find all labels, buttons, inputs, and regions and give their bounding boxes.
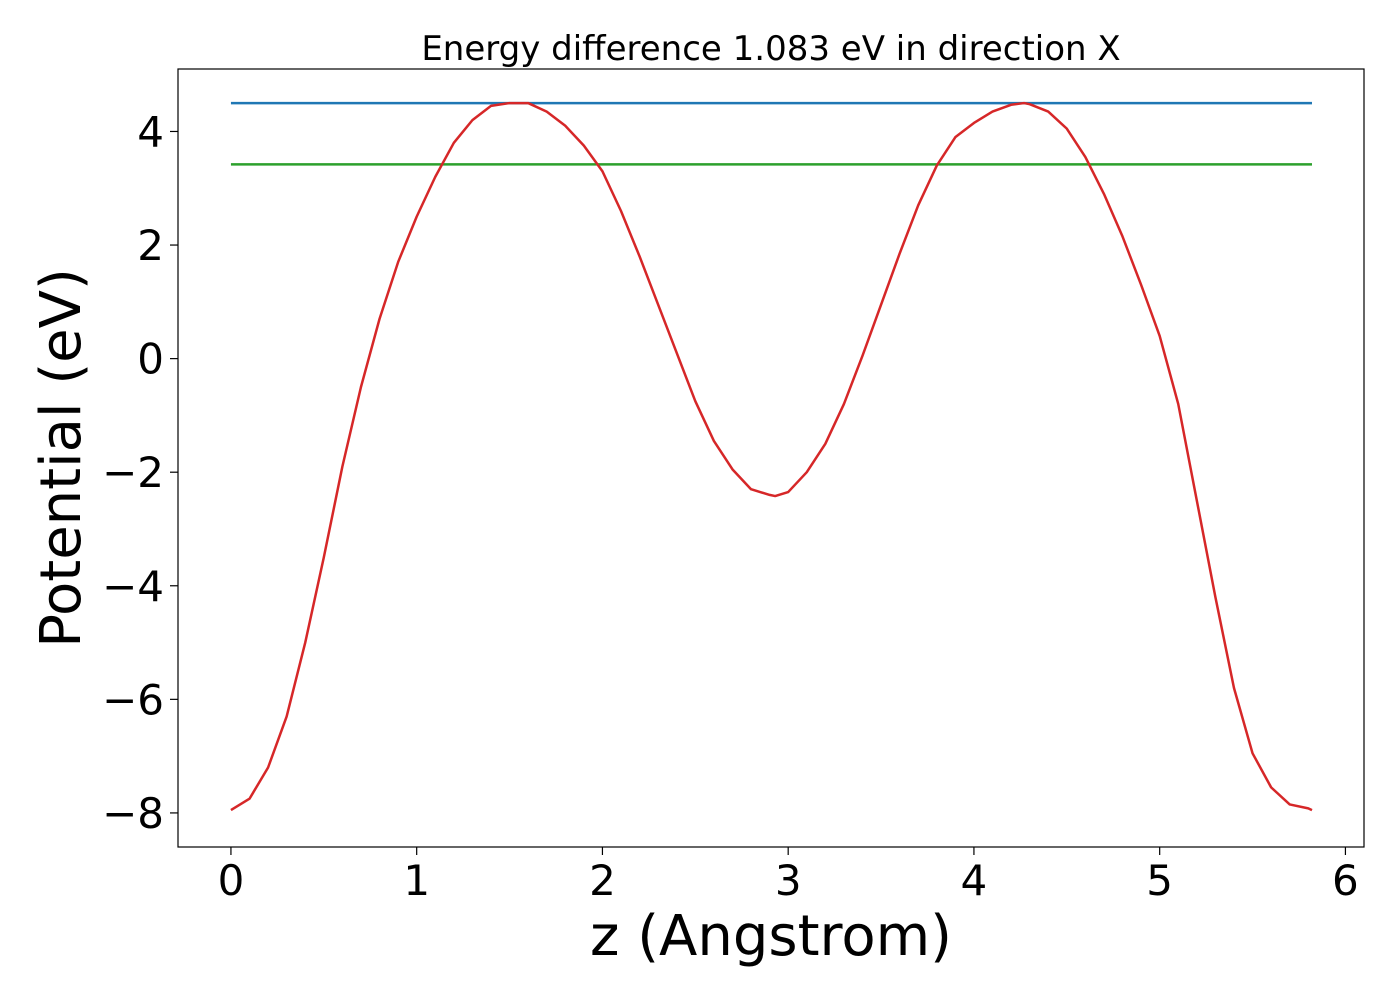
y-tick-label: 0 [137, 335, 164, 384]
y-tick-label: 4 [137, 107, 164, 156]
plot-frame [177, 68, 1365, 848]
x-axis-label: z (Angstrom) [590, 904, 952, 969]
y-tick-label: −2 [102, 448, 164, 497]
y-axis-ticks: −8 −6 −4 −2 0 2 4 [102, 107, 178, 838]
y-axis-label: Potential (eV) [29, 268, 94, 648]
y-tick-label: −8 [102, 789, 164, 838]
series-layer [230, 101, 1313, 812]
x-tick-label: 3 [775, 856, 802, 905]
chart-title: Energy difference 1.083 eV in direction … [421, 29, 1120, 69]
x-tick-label: 5 [1146, 856, 1173, 905]
x-tick-label: 6 [1332, 856, 1359, 905]
plot-area [230, 101, 1313, 812]
y-tick-label: 2 [137, 221, 164, 270]
y-tick-label: −4 [102, 562, 164, 611]
y-tick-label: −6 [102, 675, 164, 724]
x-tick-label: 0 [218, 856, 245, 905]
x-tick-label: 2 [589, 856, 616, 905]
series-line-0 [230, 101, 1313, 812]
x-tick-label: 1 [403, 856, 430, 905]
x-axis-ticks: 0 1 2 3 4 5 6 [218, 847, 1359, 905]
x-tick-label: 4 [961, 856, 988, 905]
